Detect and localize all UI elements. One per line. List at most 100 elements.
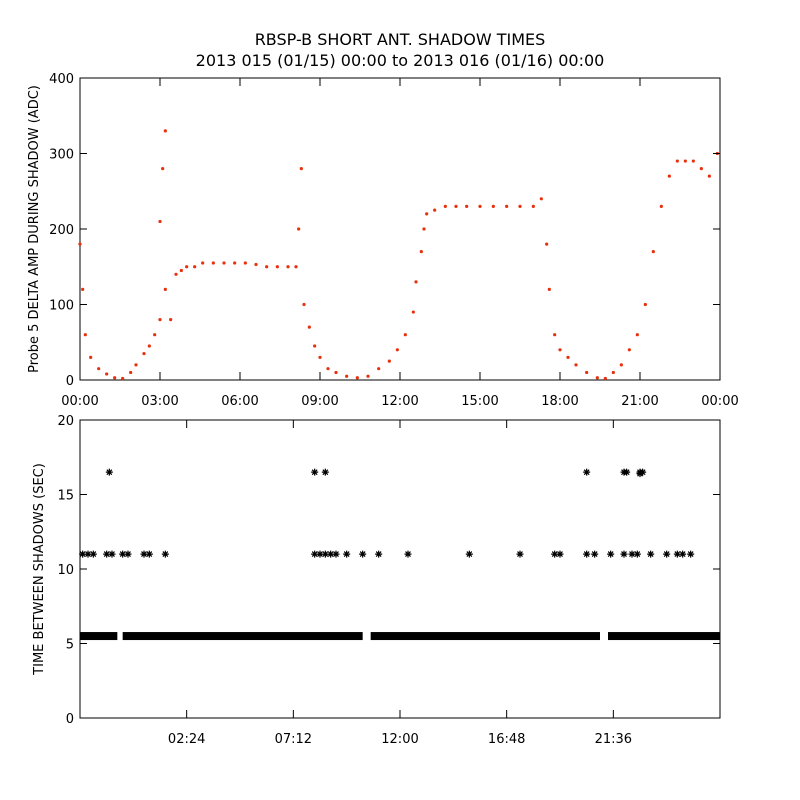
data-point xyxy=(163,287,167,291)
data-point xyxy=(556,550,564,558)
data-point xyxy=(174,272,178,276)
data-band xyxy=(80,632,118,641)
data-point xyxy=(97,367,101,371)
x-tick-label: 09:00 xyxy=(301,394,338,409)
data-point xyxy=(627,348,631,352)
data-point xyxy=(79,550,87,558)
y-tick-label: 0 xyxy=(66,712,74,727)
data-point xyxy=(566,355,570,359)
data-point xyxy=(163,129,167,133)
data-point xyxy=(299,167,303,171)
data-point xyxy=(158,219,162,224)
x-tick-label: 21:36 xyxy=(595,732,632,747)
data-point xyxy=(119,550,127,558)
upper-scatter-points xyxy=(78,129,719,381)
upper-y-axis-label: Probe 5 DELTA AMP DURING SHADOW (ADC) xyxy=(27,85,42,373)
data-point xyxy=(647,550,655,558)
x-tick-label: 06:00 xyxy=(221,394,258,409)
data-point xyxy=(620,550,628,558)
x-tick-label: 00:00 xyxy=(701,394,738,409)
data-point xyxy=(505,204,509,208)
lower-panel: 02:24 07:12 12:00 16:48 21:36 0 5 10 15 20 TIME … xyxy=(32,414,721,747)
data-point xyxy=(478,204,482,208)
data-point xyxy=(161,550,169,558)
upper-y-ticks: 0 100 200 300 400 xyxy=(49,72,720,389)
x-tick-label: 12:00 xyxy=(381,732,418,747)
x-tick-label: 07:12 xyxy=(275,732,312,747)
data-point xyxy=(623,468,631,476)
data-point xyxy=(169,318,173,322)
data-point xyxy=(574,363,578,367)
data-point xyxy=(635,333,639,337)
data-point xyxy=(134,363,138,367)
data-point xyxy=(583,550,591,558)
data-point xyxy=(547,287,551,291)
data-band xyxy=(608,632,720,641)
data-point xyxy=(633,550,641,558)
data-point xyxy=(321,468,329,476)
lower-y-axis-label: TIME BETWEEN SHADOWS (SEC) xyxy=(32,463,47,676)
data-point xyxy=(105,468,113,476)
data-point xyxy=(294,265,298,269)
data-point xyxy=(454,204,458,208)
chart-title: RBSP-B SHORT ANT. SHADOW TIMES xyxy=(254,30,546,49)
data-point xyxy=(387,359,391,363)
y-tick-label: 10 xyxy=(57,563,74,578)
y-tick-label: 15 xyxy=(57,489,74,504)
data-point xyxy=(89,355,93,359)
data-point xyxy=(691,159,695,163)
data-point xyxy=(558,348,562,352)
data-band xyxy=(370,632,600,641)
data-point xyxy=(355,376,359,380)
x-tick-label: 00:00 xyxy=(61,394,98,409)
data-point xyxy=(663,550,671,558)
data-point xyxy=(679,550,687,558)
data-point xyxy=(254,262,258,267)
x-tick-label: 21:00 xyxy=(621,394,658,409)
x-tick-label: 02:24 xyxy=(168,732,205,747)
data-point xyxy=(105,372,109,376)
data-point xyxy=(591,550,599,558)
lower-x-ticks: 02:24 07:12 12:00 16:48 21:36 xyxy=(168,420,632,747)
data-point xyxy=(516,550,524,558)
data-point xyxy=(83,333,87,337)
data-point xyxy=(636,470,644,478)
data-point xyxy=(121,376,125,381)
y-tick-label: 5 xyxy=(66,638,74,653)
data-point xyxy=(539,197,543,201)
data-point xyxy=(286,265,290,269)
data-point xyxy=(313,344,317,348)
data-point xyxy=(551,550,559,558)
data-point xyxy=(179,268,183,273)
data-point xyxy=(81,287,85,291)
data-point xyxy=(707,174,711,178)
data-point xyxy=(140,550,148,558)
data-point xyxy=(318,355,322,359)
data-point xyxy=(675,159,679,163)
data-point xyxy=(243,261,247,265)
x-tick-label: 12:00 xyxy=(381,394,418,409)
chart-subtitle: 2013 015 (01/15) 00:00 to 2013 016 (01/1… xyxy=(195,51,605,70)
y-tick-label: 100 xyxy=(49,299,74,314)
x-tick-label: 18:00 xyxy=(541,394,578,409)
data-point xyxy=(103,550,111,558)
data-point xyxy=(153,333,157,337)
data-point xyxy=(518,204,522,208)
data-point xyxy=(465,550,473,558)
data-point xyxy=(275,265,279,269)
x-tick-label: 15:00 xyxy=(461,394,498,409)
data-point xyxy=(113,376,117,380)
data-point xyxy=(414,280,418,284)
data-point xyxy=(326,367,330,371)
data-point xyxy=(311,550,319,558)
data-point xyxy=(443,204,447,208)
y-tick-label: 0 xyxy=(66,374,74,389)
data-point xyxy=(699,167,703,171)
data-point xyxy=(619,363,623,367)
data-point xyxy=(307,325,311,329)
data-point xyxy=(147,344,151,348)
data-band xyxy=(122,632,363,641)
data-point xyxy=(311,468,319,476)
data-point xyxy=(595,376,599,380)
y-tick-label: 300 xyxy=(49,148,74,163)
